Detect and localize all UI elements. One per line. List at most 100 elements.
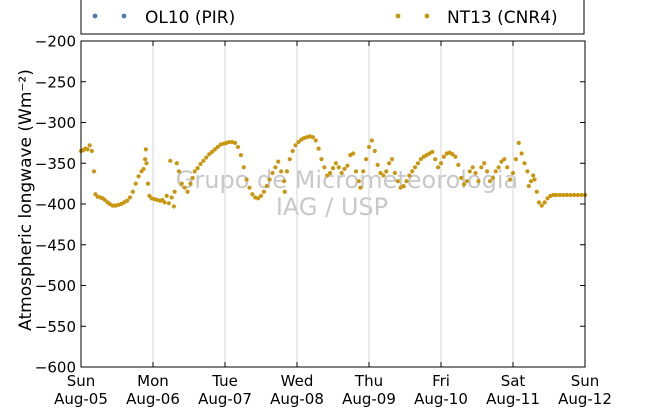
y-tick-label: −200 — [35, 33, 76, 51]
data-point — [87, 143, 92, 148]
data-point — [356, 179, 362, 184]
data-point — [470, 165, 475, 170]
data-point — [364, 157, 369, 162]
x-tick-label-date: Aug-05 — [54, 390, 108, 408]
data-point — [579, 192, 584, 198]
data-point — [519, 151, 524, 156]
data-point — [164, 193, 169, 198]
data-point — [531, 173, 536, 178]
data-point — [564, 192, 570, 198]
data-point — [85, 147, 90, 152]
data-point — [461, 182, 467, 187]
data-point — [179, 181, 184, 186]
data-point — [381, 173, 386, 178]
data-point — [484, 169, 490, 174]
data-point — [198, 161, 203, 167]
data-point — [276, 159, 281, 164]
data-point — [172, 189, 177, 194]
grid-layer — [152, 41, 514, 367]
data-point — [204, 155, 209, 160]
data-point — [310, 135, 315, 140]
data-point — [418, 157, 423, 162]
data-point — [369, 138, 374, 143]
data-point — [89, 148, 94, 154]
data-point — [316, 146, 321, 151]
data-point — [261, 189, 266, 194]
data-point — [375, 162, 380, 167]
data-point — [508, 177, 513, 182]
data-point — [333, 161, 338, 166]
y-tick-label: −450 — [35, 236, 76, 254]
y-tick-label: −550 — [35, 318, 76, 336]
x-tick-label-date: Aug-08 — [270, 390, 324, 408]
data-point — [143, 147, 148, 152]
data-point — [575, 192, 580, 198]
data-point — [496, 165, 501, 170]
data-point — [267, 177, 272, 182]
data-point — [433, 157, 438, 162]
data-point — [561, 192, 566, 198]
data-point — [526, 183, 531, 189]
data-point — [141, 166, 146, 172]
legend-marker — [395, 13, 401, 19]
data-point — [358, 185, 363, 190]
data-point — [522, 161, 527, 166]
data-point — [404, 179, 409, 184]
data-point — [545, 196, 550, 201]
data-point — [476, 179, 481, 184]
data-point — [241, 165, 246, 170]
data-point — [174, 161, 179, 166]
data-point — [342, 166, 347, 172]
data-point — [415, 161, 421, 166]
data-point — [162, 200, 167, 205]
data-point — [270, 170, 275, 176]
x-tick-label-day: Sun — [67, 372, 96, 390]
data-point — [171, 204, 176, 209]
data-point — [232, 140, 238, 145]
data-point — [542, 200, 547, 205]
data-point — [238, 153, 243, 158]
data-point — [185, 189, 190, 194]
data-point — [290, 148, 295, 154]
data-point — [401, 183, 406, 189]
x-tick-label-date: Aug-09 — [342, 390, 396, 408]
data-point — [441, 154, 446, 159]
data-point — [372, 148, 377, 154]
legend: OL10 (PIR) NT13 (CNR4) — [80, 0, 585, 35]
legend-marker — [121, 13, 127, 19]
legend-label: OL10 (PIR) — [145, 8, 235, 28]
x-tick-label-date: Aug-10 — [414, 390, 468, 408]
data-point — [127, 195, 133, 200]
x-tick-label-day: Fri — [432, 372, 450, 390]
data-point — [188, 181, 193, 186]
y-tick-label: −500 — [35, 277, 76, 295]
y-tick-label: −400 — [35, 196, 76, 214]
data-point — [133, 181, 138, 186]
data-point — [182, 185, 187, 190]
data-point — [130, 189, 135, 194]
data-point — [499, 159, 504, 164]
data-point — [195, 166, 200, 171]
data-point — [215, 144, 220, 150]
x-tick-label-date: Aug-07 — [198, 390, 252, 408]
x-tick-label-date: Aug-12 — [558, 390, 612, 408]
data-point — [190, 175, 195, 181]
data-point — [282, 189, 287, 194]
data-point — [227, 139, 232, 145]
data-point — [264, 183, 269, 189]
data-point — [487, 179, 493, 184]
data-point — [490, 175, 495, 181]
x-tick-label-date: Aug-11 — [486, 390, 540, 408]
data-point — [353, 169, 359, 174]
data-point — [456, 162, 461, 167]
data-point — [554, 192, 559, 198]
legend-label: NT13 (CNR4) — [447, 8, 558, 28]
axis-layer: −200−250−300−350−400−450−500−550−600SunA… — [35, 33, 612, 409]
data-point — [479, 165, 484, 170]
watermark-line: IAG / USP — [276, 193, 388, 221]
data-point — [366, 144, 372, 150]
data-point — [493, 169, 498, 174]
data-point — [467, 169, 472, 174]
